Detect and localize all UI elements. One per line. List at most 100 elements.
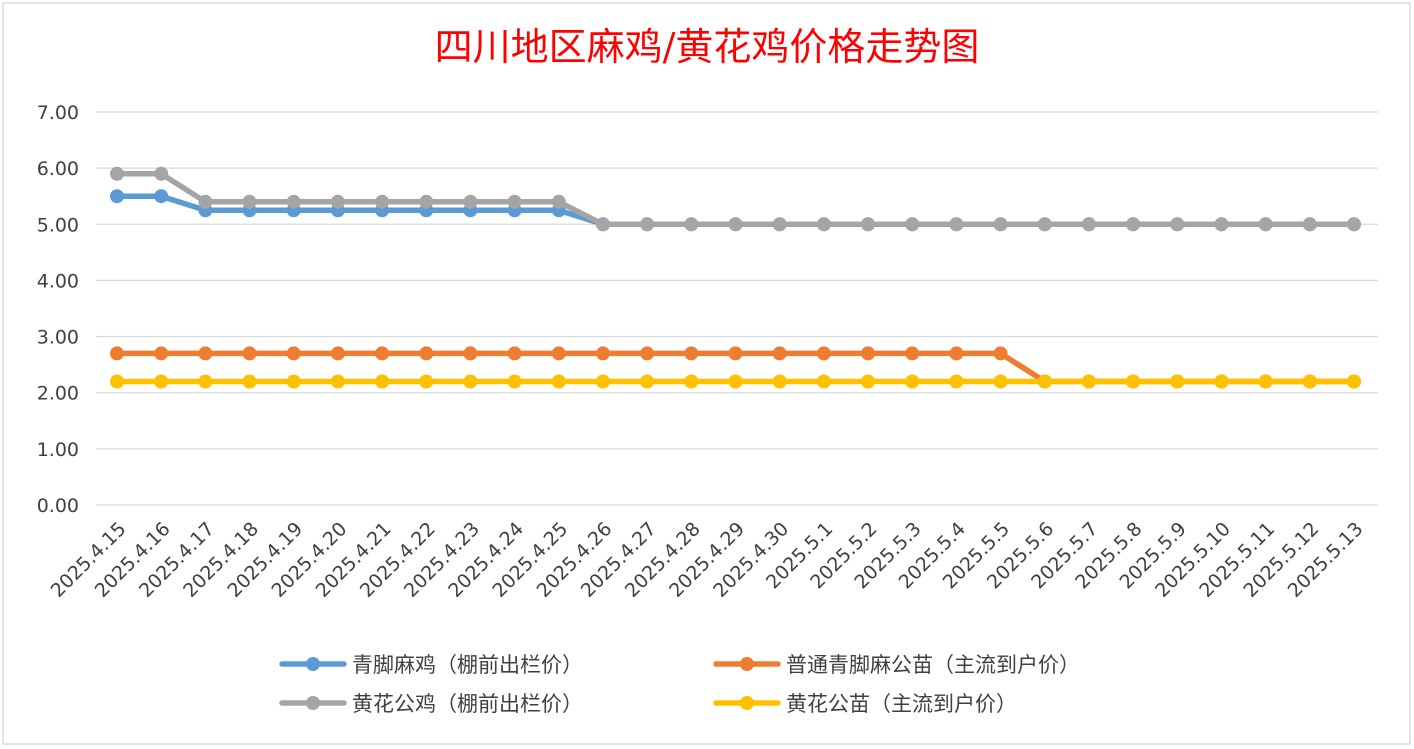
data-point — [463, 346, 478, 361]
data-point — [596, 346, 610, 361]
data-point — [684, 346, 699, 361]
data-point — [110, 346, 124, 361]
data-point — [1170, 374, 1185, 389]
chart-title: 四川地区麻鸡/黄花鸡价格走势图 — [435, 25, 980, 69]
legend-label: 青脚麻鸡（棚前出栏价） — [352, 653, 583, 677]
legend-item: 青脚麻鸡（棚前出栏价） — [279, 653, 583, 677]
data-point — [110, 189, 124, 204]
data-point — [596, 374, 610, 389]
series-lines — [110, 166, 1361, 389]
data-point — [551, 374, 566, 389]
data-point — [375, 346, 390, 361]
data-point — [640, 217, 655, 232]
data-point — [286, 374, 301, 389]
legend-item: 黄花公苗（主流到户价） — [713, 692, 1017, 716]
data-point — [198, 194, 213, 209]
data-point — [905, 374, 920, 389]
data-point — [772, 346, 787, 361]
data-point — [507, 194, 522, 209]
data-point — [154, 374, 169, 389]
data-point — [1214, 374, 1229, 389]
y-tick-label: 5.00 — [37, 214, 79, 236]
data-point — [993, 217, 1008, 232]
data-point — [1081, 374, 1096, 389]
data-point — [1258, 217, 1273, 232]
y-tick-label: 4.00 — [37, 270, 79, 292]
data-point — [772, 374, 787, 389]
data-point — [905, 346, 920, 361]
data-point — [110, 166, 124, 181]
data-point — [1170, 217, 1185, 232]
y-tick-label: 2.00 — [37, 383, 79, 405]
legend-item: 黄花公鸡（棚前出栏价） — [279, 692, 583, 716]
data-point — [816, 346, 831, 361]
data-point — [728, 374, 743, 389]
series-4 — [110, 374, 1361, 389]
data-point — [330, 346, 345, 361]
y-tick-label: 7.00 — [37, 102, 79, 124]
y-tick-label: 3.00 — [37, 327, 79, 349]
data-point — [154, 346, 169, 361]
data-point — [816, 217, 831, 232]
data-point — [1258, 374, 1273, 389]
data-point — [419, 374, 434, 389]
legend-label: 黄花公鸡（棚前出栏价） — [352, 692, 583, 716]
data-point — [198, 346, 213, 361]
data-point — [640, 374, 655, 389]
data-point — [463, 194, 478, 209]
data-point — [375, 374, 390, 389]
data-point — [684, 217, 699, 232]
data-point — [551, 194, 566, 209]
legend-swatch-marker — [306, 657, 320, 671]
data-point — [684, 374, 699, 389]
y-axis-tick-labels: 0.00 1.00 2.00 3.00 4.00 5.00 6.00 7.00 — [37, 102, 79, 517]
legend-swatch-marker — [306, 696, 320, 710]
data-point — [419, 346, 434, 361]
data-point — [507, 374, 522, 389]
data-point — [242, 374, 257, 389]
x-axis-tick-labels: 2025.4.152025.4.162025.4.172025.4.182025… — [47, 518, 1368, 602]
data-point — [949, 374, 964, 389]
data-point — [1302, 374, 1317, 389]
data-point — [1126, 217, 1141, 232]
data-point — [861, 374, 875, 389]
data-point — [1214, 217, 1229, 232]
data-point — [154, 166, 169, 181]
series-3 — [110, 166, 1361, 232]
data-point — [198, 374, 213, 389]
data-point — [728, 346, 743, 361]
data-point — [286, 194, 301, 209]
data-point — [993, 346, 1008, 361]
data-point — [596, 217, 610, 232]
data-point — [861, 217, 875, 232]
data-point — [772, 217, 787, 232]
data-point — [949, 217, 964, 232]
data-point — [419, 194, 434, 209]
data-point — [1037, 374, 1052, 389]
data-point — [551, 346, 566, 361]
data-point — [154, 189, 169, 204]
data-point — [949, 346, 964, 361]
data-point — [1302, 217, 1317, 232]
legend: 青脚麻鸡（棚前出栏价） 普通青脚麻公苗（主流到户价） 黄花公鸡（棚前出栏价） 黄花公苗… — [279, 653, 1080, 716]
legend-swatch-marker — [740, 696, 754, 710]
data-point — [1347, 374, 1361, 389]
y-tick-label: 0.00 — [37, 495, 79, 517]
data-point — [640, 346, 655, 361]
data-point — [728, 217, 743, 232]
legend-swatch-marker — [740, 657, 754, 671]
y-tick-label: 6.00 — [37, 158, 79, 180]
data-point — [242, 346, 257, 361]
data-point — [463, 374, 478, 389]
data-point — [330, 374, 345, 389]
legend-label: 黄花公苗（主流到户价） — [786, 692, 1017, 716]
data-point — [816, 374, 831, 389]
data-point — [861, 346, 875, 361]
data-point — [1081, 217, 1096, 232]
data-point — [1037, 217, 1052, 232]
data-point — [110, 374, 124, 389]
data-point — [375, 194, 390, 209]
data-point — [507, 346, 522, 361]
